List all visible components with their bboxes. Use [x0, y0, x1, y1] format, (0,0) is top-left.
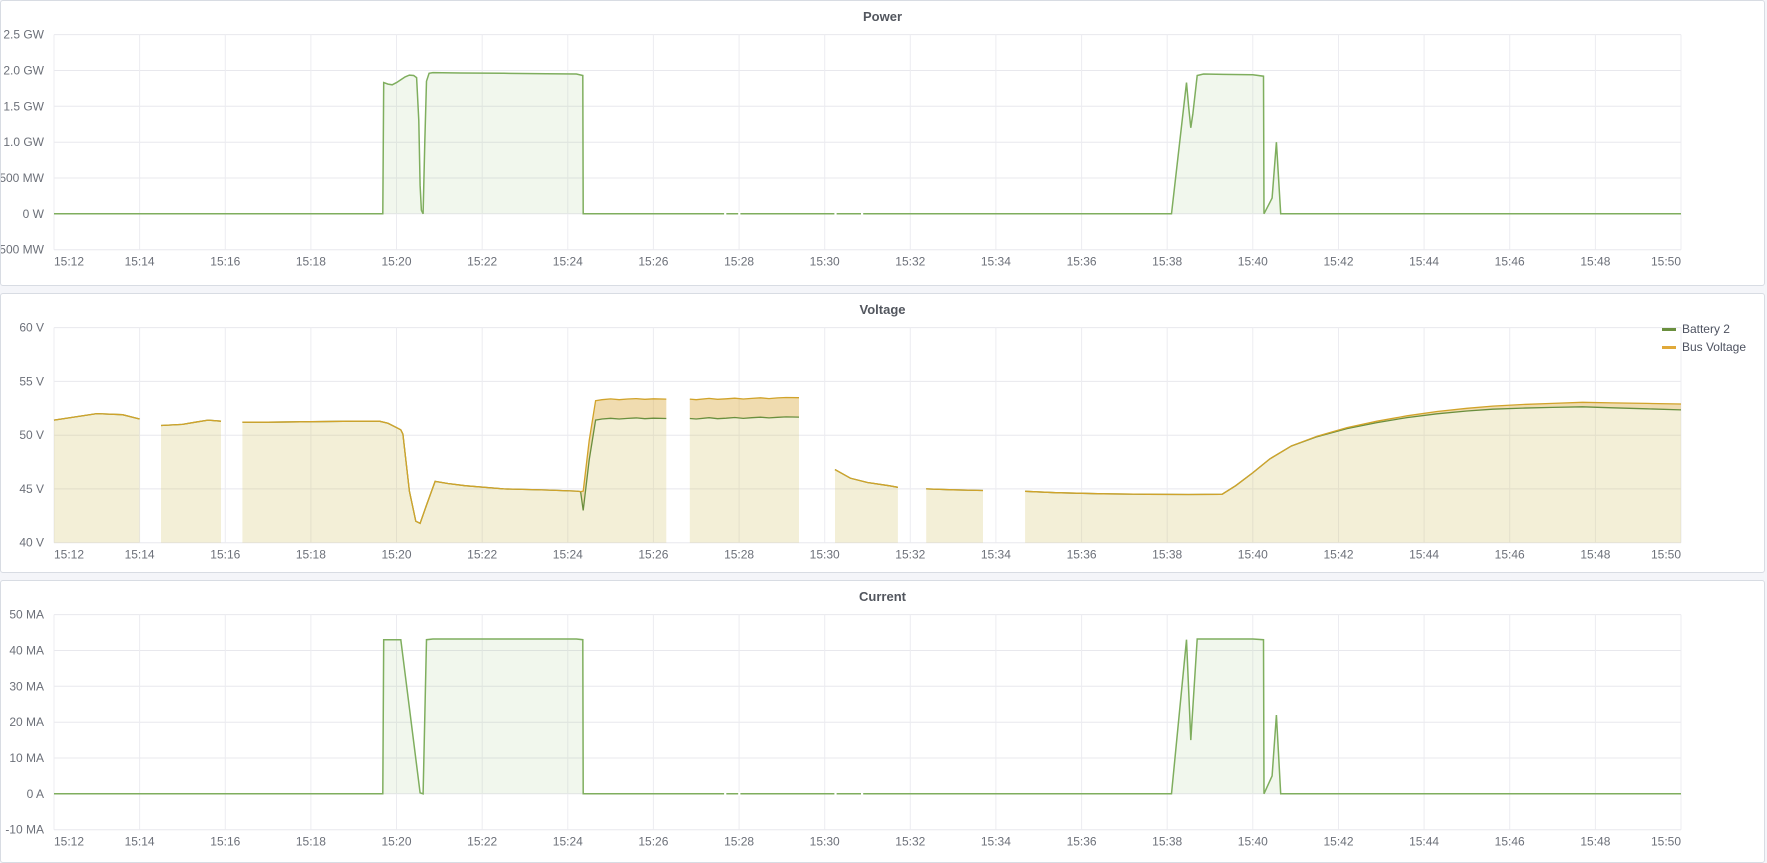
- svg-text:15:22: 15:22: [467, 548, 497, 562]
- svg-text:15:50: 15:50: [1651, 548, 1681, 562]
- svg-text:15:38: 15:38: [1152, 548, 1182, 562]
- svg-text:15:20: 15:20: [381, 835, 411, 849]
- svg-text:15:16: 15:16: [210, 548, 240, 562]
- svg-text:45 V: 45 V: [19, 482, 44, 496]
- svg-text:15:50: 15:50: [1651, 835, 1681, 849]
- svg-text:15:40: 15:40: [1238, 548, 1268, 562]
- svg-text:10 MA: 10 MA: [9, 751, 44, 765]
- svg-text:15:32: 15:32: [895, 835, 925, 849]
- svg-text:15:48: 15:48: [1580, 255, 1610, 269]
- svg-text:15:50: 15:50: [1651, 255, 1681, 269]
- svg-text:2.5 GW: 2.5 GW: [3, 28, 44, 42]
- svg-text:40 V: 40 V: [19, 536, 44, 550]
- svg-text:15:48: 15:48: [1580, 835, 1610, 849]
- svg-text:0 A: 0 A: [27, 787, 44, 801]
- svg-text:15:42: 15:42: [1323, 835, 1353, 849]
- svg-text:20 MA: 20 MA: [9, 715, 44, 729]
- svg-text:1.0 GW: 1.0 GW: [3, 135, 44, 149]
- svg-text:15:20: 15:20: [381, 255, 411, 269]
- svg-text:15:44: 15:44: [1409, 255, 1439, 269]
- svg-text:15:36: 15:36: [1067, 255, 1097, 269]
- svg-text:15:38: 15:38: [1152, 255, 1182, 269]
- svg-text:15:36: 15:36: [1067, 835, 1097, 849]
- svg-text:15:48: 15:48: [1580, 548, 1610, 562]
- svg-text:1.5 GW: 1.5 GW: [3, 99, 44, 113]
- svg-text:15:12: 15:12: [54, 835, 84, 849]
- svg-text:15:46: 15:46: [1495, 548, 1525, 562]
- svg-text:15:46: 15:46: [1495, 835, 1525, 849]
- svg-text:15:30: 15:30: [810, 835, 840, 849]
- svg-text:15:36: 15:36: [1067, 548, 1097, 562]
- svg-text:15:32: 15:32: [895, 255, 925, 269]
- svg-text:15:26: 15:26: [638, 548, 668, 562]
- svg-text:15:18: 15:18: [296, 548, 326, 562]
- svg-text:60 V: 60 V: [19, 321, 44, 335]
- svg-text:15:20: 15:20: [381, 548, 411, 562]
- svg-text:15:40: 15:40: [1238, 835, 1268, 849]
- svg-text:15:44: 15:44: [1409, 548, 1439, 562]
- svg-text:15:34: 15:34: [981, 548, 1011, 562]
- svg-text:15:38: 15:38: [1152, 835, 1182, 849]
- svg-text:15:14: 15:14: [125, 548, 155, 562]
- svg-text:15:14: 15:14: [125, 255, 155, 269]
- svg-text:30 MA: 30 MA: [9, 679, 44, 693]
- svg-text:15:28: 15:28: [724, 255, 754, 269]
- svg-text:15:14: 15:14: [125, 835, 155, 849]
- svg-text:15:42: 15:42: [1323, 548, 1353, 562]
- svg-text:15:18: 15:18: [296, 255, 326, 269]
- svg-text:15:30: 15:30: [810, 548, 840, 562]
- svg-text:15:18: 15:18: [296, 835, 326, 849]
- svg-text:50 MA: 50 MA: [9, 608, 44, 622]
- svg-text:15:26: 15:26: [638, 835, 668, 849]
- svg-text:15:42: 15:42: [1323, 255, 1353, 269]
- svg-text:55 V: 55 V: [19, 374, 44, 388]
- svg-text:15:26: 15:26: [638, 255, 668, 269]
- svg-text:15:44: 15:44: [1409, 835, 1439, 849]
- svg-text:15:24: 15:24: [553, 548, 583, 562]
- svg-text:15:40: 15:40: [1238, 255, 1268, 269]
- svg-text:15:28: 15:28: [724, 548, 754, 562]
- svg-text:15:34: 15:34: [981, 835, 1011, 849]
- svg-text:15:24: 15:24: [553, 255, 583, 269]
- svg-text:15:22: 15:22: [467, 255, 497, 269]
- svg-text:50 V: 50 V: [19, 428, 44, 442]
- svg-text:15:12: 15:12: [54, 255, 84, 269]
- svg-text:40 MA: 40 MA: [9, 644, 44, 658]
- svg-text:15:32: 15:32: [895, 548, 925, 562]
- svg-text:0 W: 0 W: [23, 207, 45, 221]
- svg-text:2.0 GW: 2.0 GW: [3, 64, 44, 78]
- svg-text:15:24: 15:24: [553, 835, 583, 849]
- svg-text:15:16: 15:16: [210, 835, 240, 849]
- svg-text:15:46: 15:46: [1495, 255, 1525, 269]
- svg-text:15:12: 15:12: [54, 548, 84, 562]
- svg-text:-500 MW: -500 MW: [1, 243, 45, 257]
- svg-text:15:30: 15:30: [810, 255, 840, 269]
- svg-text:15:34: 15:34: [981, 255, 1011, 269]
- svg-text:15:16: 15:16: [210, 255, 240, 269]
- svg-text:15:22: 15:22: [467, 835, 497, 849]
- svg-text:-10 MA: -10 MA: [5, 823, 44, 837]
- svg-text:500 MW: 500 MW: [1, 171, 45, 185]
- svg-text:15:28: 15:28: [724, 835, 754, 849]
